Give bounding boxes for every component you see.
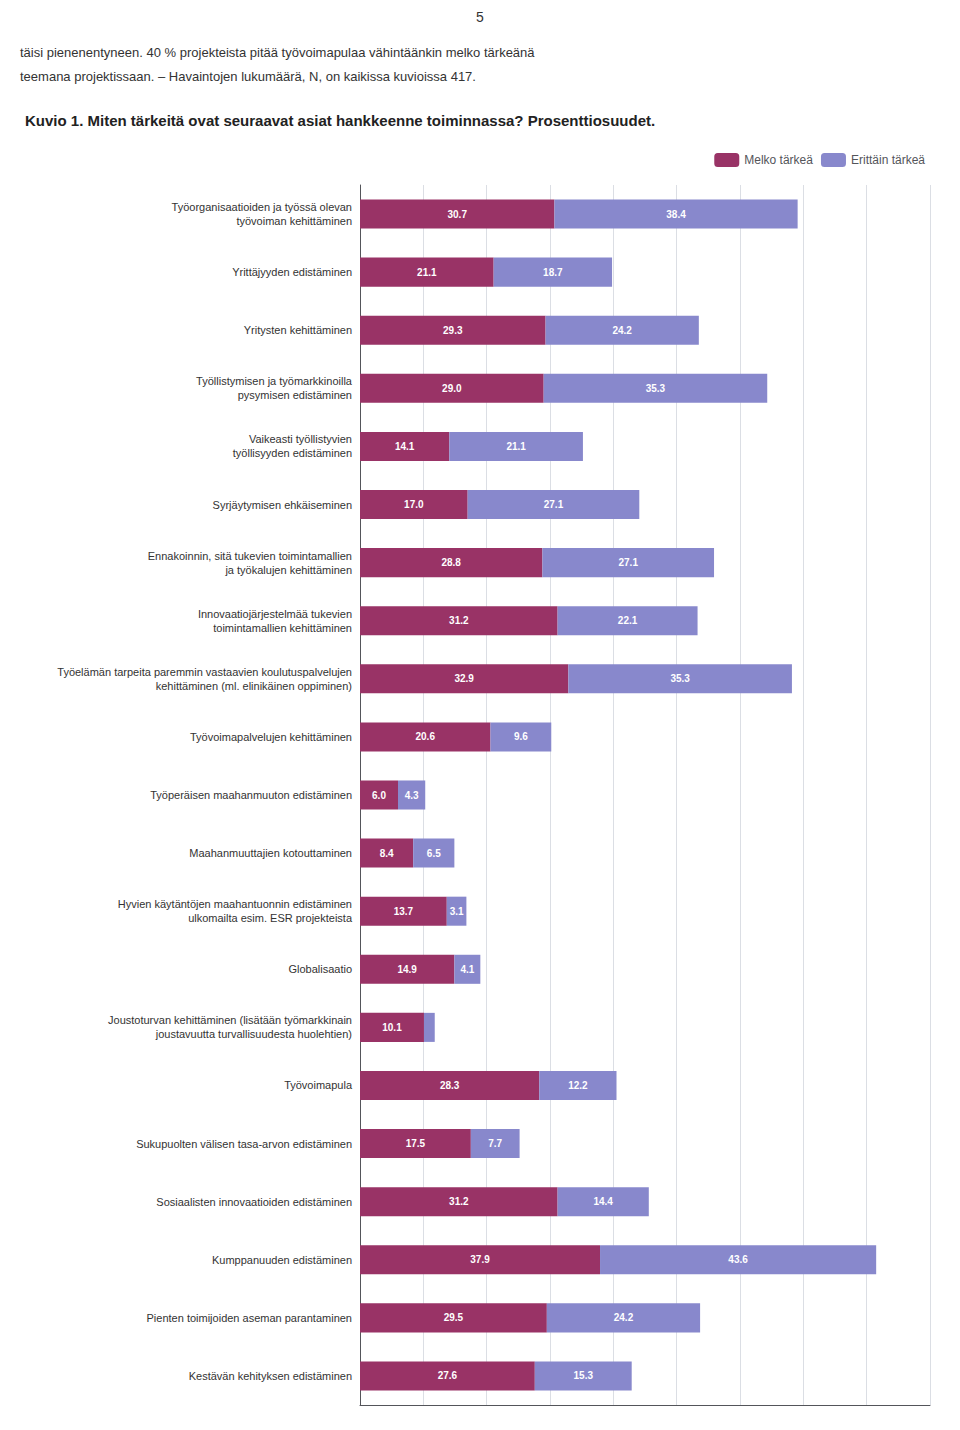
- svg-text:27.6: 27.6: [438, 1370, 458, 1381]
- svg-text:ja työkalujen kehittäminen: ja työkalujen kehittäminen: [224, 564, 352, 576]
- svg-text:Vaikeasti työllistyvien: Vaikeasti työllistyvien: [249, 433, 352, 445]
- svg-text:Kestävän kehityksen edistämine: Kestävän kehityksen edistäminen: [189, 1370, 352, 1382]
- svg-text:17.0: 17.0: [404, 499, 424, 510]
- svg-text:Yritysten kehittäminen: Yritysten kehittäminen: [244, 324, 352, 336]
- svg-text:13.7: 13.7: [394, 906, 414, 917]
- svg-text:9.6: 9.6: [514, 731, 528, 742]
- svg-text:17.5: 17.5: [406, 1138, 426, 1149]
- svg-text:43.6: 43.6: [728, 1254, 748, 1265]
- svg-text:työllisyyden edistäminen: työllisyyden edistäminen: [233, 447, 352, 459]
- svg-text:28.3: 28.3: [440, 1080, 460, 1091]
- svg-text:20.6: 20.6: [415, 731, 435, 742]
- svg-text:teemana projektissaan. – Havai: teemana projektissaan. – Havaintojen luk…: [20, 69, 476, 84]
- svg-text:7.7: 7.7: [488, 1138, 502, 1149]
- svg-text:Yrittäjyyden edistäminen: Yrittäjyyden edistäminen: [232, 266, 352, 278]
- svg-text:joustavuutta turvallisuudesta: joustavuutta turvallisuudesta huolehtien…: [155, 1028, 352, 1040]
- svg-text:Joustoturvan kehittäminen (lis: Joustoturvan kehittäminen (lisätään työm…: [108, 1014, 352, 1026]
- svg-text:29.0: 29.0: [442, 383, 462, 394]
- svg-text:Melko tärkeä: Melko tärkeä: [744, 153, 813, 167]
- svg-text:Pienten toimijoiden aseman par: Pienten toimijoiden aseman parantaminen: [147, 1312, 352, 1324]
- svg-text:4.3: 4.3: [405, 790, 419, 801]
- svg-text:37.9: 37.9: [470, 1254, 490, 1265]
- svg-text:Sukupuolten välisen tasa-arvon: Sukupuolten välisen tasa-arvon edistämin…: [136, 1138, 352, 1150]
- svg-text:22.1: 22.1: [618, 615, 638, 626]
- svg-text:Kuvio 1. Miten tärkeitä ovat s: Kuvio 1. Miten tärkeitä ovat seuraavat a…: [25, 112, 655, 129]
- svg-text:8.4: 8.4: [380, 848, 394, 859]
- svg-text:täisi pienenentyneen. 40 % pro: täisi pienenentyneen. 40 % projekteista …: [20, 45, 535, 60]
- svg-text:18.7: 18.7: [543, 267, 563, 278]
- svg-text:kehittäminen (ml. elinikäinen: kehittäminen (ml. elinikäinen oppiminen): [156, 680, 352, 692]
- svg-text:Ennakoinnin, sitä tukevien toi: Ennakoinnin, sitä tukevien toimintamalli…: [148, 550, 352, 562]
- svg-text:Syrjäytymisen ehkäiseminen: Syrjäytymisen ehkäiseminen: [213, 499, 352, 511]
- svg-text:pysymisen edistäminen: pysymisen edistäminen: [238, 389, 352, 401]
- svg-text:35.3: 35.3: [670, 673, 690, 684]
- svg-text:6.5: 6.5: [427, 848, 441, 859]
- svg-text:12.2: 12.2: [568, 1080, 588, 1091]
- svg-text:Erittäin tärkeä: Erittäin tärkeä: [851, 153, 925, 167]
- svg-text:ulkomailta esim. ESR projektei: ulkomailta esim. ESR projekteista: [188, 912, 353, 924]
- svg-text:24.2: 24.2: [612, 325, 632, 336]
- svg-text:29.3: 29.3: [443, 325, 463, 336]
- svg-text:21.1: 21.1: [417, 267, 437, 278]
- svg-text:Työvoimapalvelujen kehittämine: Työvoimapalvelujen kehittäminen: [190, 731, 352, 743]
- svg-text:3.1: 3.1: [450, 906, 464, 917]
- svg-text:21.1: 21.1: [506, 441, 526, 452]
- svg-text:35.3: 35.3: [646, 383, 666, 394]
- svg-text:Kumppanuuden edistäminen: Kumppanuuden edistäminen: [212, 1254, 352, 1266]
- svg-text:työvoiman kehittäminen: työvoiman kehittäminen: [236, 215, 352, 227]
- svg-text:5: 5: [476, 9, 484, 25]
- svg-text:14.4: 14.4: [593, 1196, 613, 1207]
- svg-text:6.0: 6.0: [372, 790, 386, 801]
- svg-text:Työvoimapula: Työvoimapula: [284, 1079, 353, 1091]
- svg-text:31.2: 31.2: [449, 1196, 469, 1207]
- svg-text:38.4: 38.4: [666, 209, 686, 220]
- svg-text:Hyvien käytäntöjen maahantuonn: Hyvien käytäntöjen maahantuonnin edistäm…: [118, 898, 352, 910]
- svg-text:Sosiaalisten innovaatioiden ed: Sosiaalisten innovaatioiden edistäminen: [156, 1196, 352, 1208]
- svg-text:29.5: 29.5: [444, 1312, 464, 1323]
- svg-text:28.8: 28.8: [441, 557, 461, 568]
- svg-text:24.2: 24.2: [614, 1312, 634, 1323]
- svg-text:4.1: 4.1: [460, 964, 474, 975]
- svg-text:30.7: 30.7: [447, 209, 467, 220]
- svg-text:32.9: 32.9: [454, 673, 474, 684]
- svg-text:toimintamallien kehittäminen: toimintamallien kehittäminen: [213, 622, 352, 634]
- svg-text:Työelämän tarpeita paremmin va: Työelämän tarpeita paremmin vastaavien k…: [57, 666, 352, 678]
- svg-text:31.2: 31.2: [449, 615, 469, 626]
- svg-text:15.3: 15.3: [574, 1370, 594, 1381]
- svg-text:Työorganisaatioiden ja työssä: Työorganisaatioiden ja työssä olevan: [172, 201, 352, 213]
- svg-text:14.1: 14.1: [395, 441, 415, 452]
- svg-text:14.9: 14.9: [397, 964, 417, 975]
- svg-text:27.1: 27.1: [544, 499, 564, 510]
- svg-text:Innovaatiojärjestelmää tukevie: Innovaatiojärjestelmää tukevien: [198, 608, 352, 620]
- svg-text:10.1: 10.1: [382, 1022, 402, 1033]
- svg-text:Maahanmuuttajien kotouttaminen: Maahanmuuttajien kotouttaminen: [189, 847, 352, 859]
- svg-text:27.1: 27.1: [618, 557, 638, 568]
- svg-text:Työllistymisen ja työmarkkinoi: Työllistymisen ja työmarkkinoilla: [196, 375, 353, 387]
- svg-text:Työperäisen maahanmuuton edist: Työperäisen maahanmuuton edistäminen: [150, 789, 352, 801]
- svg-text:Globalisaatio: Globalisaatio: [288, 963, 352, 975]
